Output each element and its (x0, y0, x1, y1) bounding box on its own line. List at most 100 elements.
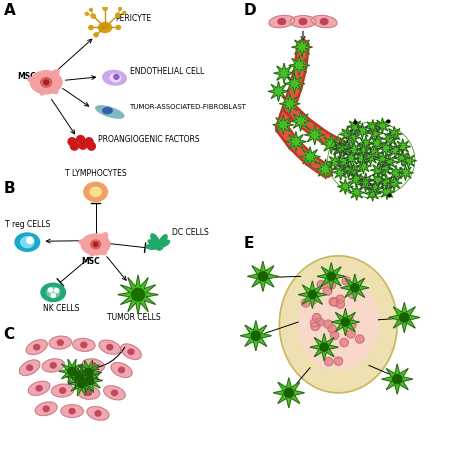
Ellipse shape (320, 19, 328, 25)
Ellipse shape (327, 272, 336, 280)
Ellipse shape (131, 288, 145, 301)
Polygon shape (370, 162, 386, 178)
Polygon shape (335, 154, 351, 169)
Polygon shape (66, 365, 92, 389)
Ellipse shape (75, 373, 83, 381)
Ellipse shape (83, 243, 96, 250)
Polygon shape (240, 321, 272, 351)
Polygon shape (356, 158, 372, 174)
Polygon shape (330, 138, 351, 158)
Ellipse shape (32, 81, 46, 88)
Ellipse shape (128, 349, 134, 354)
Circle shape (346, 330, 355, 338)
Circle shape (91, 14, 96, 18)
Polygon shape (358, 136, 374, 152)
Polygon shape (321, 134, 342, 154)
Ellipse shape (95, 233, 108, 245)
Circle shape (114, 74, 119, 80)
Text: TUMOR CELLS: TUMOR CELLS (107, 313, 160, 322)
Ellipse shape (19, 360, 40, 375)
Text: T LYMPHOCYTES: T LYMPHOCYTES (65, 169, 127, 178)
Ellipse shape (36, 385, 42, 391)
Circle shape (51, 293, 55, 298)
Circle shape (347, 321, 356, 329)
Circle shape (103, 6, 107, 10)
Circle shape (329, 298, 337, 306)
Ellipse shape (46, 287, 60, 298)
Polygon shape (337, 140, 353, 156)
Polygon shape (388, 165, 404, 181)
Text: C: C (4, 327, 15, 342)
Ellipse shape (77, 379, 86, 388)
Ellipse shape (35, 402, 57, 416)
Polygon shape (273, 378, 304, 408)
Circle shape (324, 320, 332, 328)
Ellipse shape (91, 240, 100, 249)
Polygon shape (381, 154, 397, 169)
Ellipse shape (156, 243, 163, 250)
Polygon shape (247, 261, 278, 292)
Circle shape (342, 277, 351, 285)
Ellipse shape (27, 77, 46, 84)
Polygon shape (290, 111, 311, 131)
Text: PERICYTE: PERICYTE (116, 13, 152, 23)
Ellipse shape (52, 384, 74, 397)
Ellipse shape (158, 235, 167, 247)
Polygon shape (274, 63, 294, 83)
Circle shape (85, 138, 93, 146)
Text: TUMOR-ASSOCIATED-FIBROBLAST: TUMOR-ASSOCIATED-FIBROBLAST (128, 104, 246, 110)
Ellipse shape (284, 388, 293, 398)
Polygon shape (382, 131, 398, 146)
Polygon shape (337, 179, 353, 194)
Ellipse shape (30, 71, 62, 94)
Circle shape (89, 26, 93, 30)
Polygon shape (377, 161, 393, 177)
Polygon shape (378, 141, 394, 156)
Polygon shape (75, 360, 102, 385)
Polygon shape (292, 37, 312, 57)
Polygon shape (289, 55, 310, 75)
Ellipse shape (41, 78, 52, 87)
Circle shape (310, 319, 319, 327)
Circle shape (317, 280, 326, 289)
Polygon shape (366, 146, 383, 161)
Circle shape (48, 288, 53, 292)
Polygon shape (346, 142, 362, 157)
Polygon shape (379, 184, 395, 199)
Circle shape (118, 7, 121, 10)
Polygon shape (367, 180, 383, 196)
Ellipse shape (290, 16, 316, 27)
Polygon shape (369, 135, 385, 151)
Polygon shape (339, 126, 356, 142)
Circle shape (345, 316, 353, 324)
Circle shape (340, 339, 348, 346)
Polygon shape (315, 159, 336, 179)
Ellipse shape (400, 313, 409, 322)
Polygon shape (310, 333, 338, 361)
Ellipse shape (21, 237, 34, 247)
Ellipse shape (146, 244, 159, 249)
Ellipse shape (87, 406, 109, 420)
Ellipse shape (159, 240, 170, 247)
Ellipse shape (95, 244, 106, 255)
Ellipse shape (111, 390, 118, 396)
Ellipse shape (84, 182, 108, 201)
Ellipse shape (95, 411, 101, 416)
Ellipse shape (49, 336, 72, 349)
Polygon shape (333, 165, 349, 180)
Polygon shape (395, 139, 411, 154)
Ellipse shape (86, 390, 91, 396)
Polygon shape (343, 151, 359, 166)
Ellipse shape (60, 388, 65, 393)
Ellipse shape (81, 342, 87, 347)
Circle shape (301, 299, 310, 307)
Ellipse shape (278, 19, 285, 25)
Ellipse shape (79, 240, 96, 246)
Circle shape (331, 298, 339, 306)
Polygon shape (357, 177, 374, 192)
Ellipse shape (69, 408, 75, 414)
Circle shape (85, 13, 88, 15)
Polygon shape (365, 186, 381, 201)
Ellipse shape (46, 82, 58, 93)
Polygon shape (363, 150, 379, 165)
